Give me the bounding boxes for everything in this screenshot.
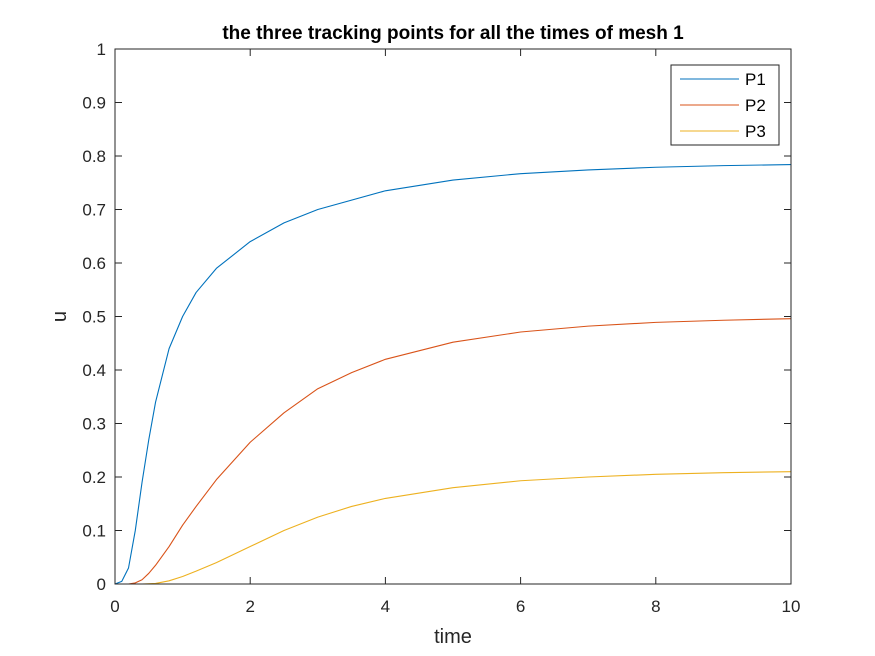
legend-label-p1: P1 xyxy=(745,70,766,89)
y-tick-label: 1 xyxy=(97,40,106,59)
legend: P1 P2 P3 xyxy=(670,64,780,146)
x-tick-label: 6 xyxy=(516,597,525,616)
series-line-p2 xyxy=(115,318,792,585)
series-line-p3 xyxy=(115,471,792,585)
y-tick-label: 0.8 xyxy=(82,147,106,166)
x-tick-label: 10 xyxy=(782,597,801,616)
y-tick-label: 0.4 xyxy=(82,361,106,380)
series-line-p1 xyxy=(114,164,792,585)
y-tick-label: 0.7 xyxy=(82,201,106,220)
x-tick-label: 2 xyxy=(245,597,254,616)
y-tick-label: 0.5 xyxy=(82,308,106,327)
y-tick-label: 0.2 xyxy=(82,468,106,487)
series-layer xyxy=(114,164,792,585)
legend-label-p2: P2 xyxy=(745,96,766,115)
y-tick-label: 0 xyxy=(97,575,106,594)
x-tick-label: 0 xyxy=(110,597,119,616)
x-tick-label: 4 xyxy=(381,597,390,616)
y-tick-label: 0.1 xyxy=(82,522,106,541)
chart-title: the three tracking points for all the ti… xyxy=(222,23,684,44)
x-tick-label: 8 xyxy=(651,597,660,616)
plot-frame xyxy=(114,48,792,585)
legend-label-p3: P3 xyxy=(745,122,766,141)
ticks-layer: 0 2 4 6 8 10 0 0.1 0.2 0.3 0.4 0.5 0.6 0.7 0.8 0.9 1 xyxy=(82,40,800,616)
x-axis-label: time xyxy=(434,626,472,648)
y-axis-label: u xyxy=(49,311,71,322)
y-tick-label: 0.9 xyxy=(82,94,106,113)
y-tick-label: 0.6 xyxy=(82,254,106,273)
y-tick-label: 0.3 xyxy=(82,415,106,434)
